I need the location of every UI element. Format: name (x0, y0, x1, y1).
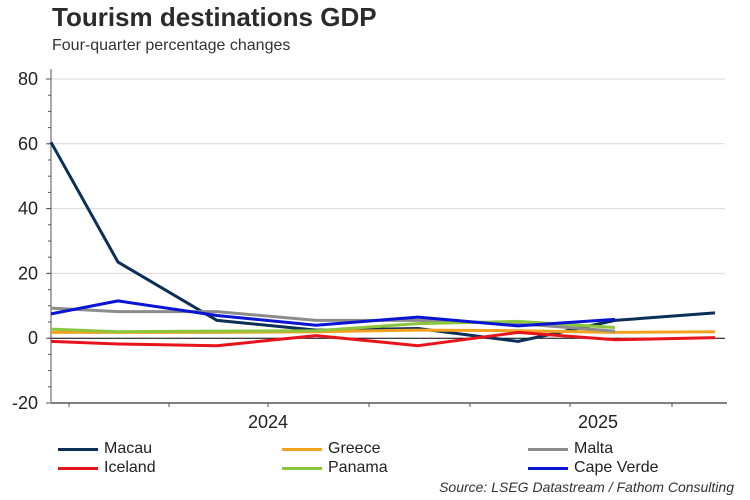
legend-label: Panama (328, 459, 388, 476)
legend-swatch (58, 466, 98, 470)
legend-item: Macau (58, 440, 152, 458)
y-tick-label: 40 (18, 199, 38, 219)
series-line-malta (50, 306, 616, 333)
legend-item: Panama (282, 459, 388, 477)
chart-subtitle: Four-quarter percentage changes (52, 37, 291, 54)
legend-item: Cape Verde (528, 459, 659, 477)
legend-label: Cape Verde (574, 459, 659, 476)
y-tick-label: 0 (28, 328, 38, 348)
series-line-macau (49, 141, 716, 343)
legend-label: Greece (328, 440, 381, 457)
y-tick-label: 80 (18, 69, 38, 89)
legend-label: Macau (104, 440, 153, 457)
series-line-cape-verde (50, 299, 616, 328)
legend-label: Iceland (104, 459, 156, 476)
x-tick-label: 2025 (578, 412, 618, 432)
y-tick-label: 60 (18, 134, 38, 154)
legend-swatch (282, 466, 322, 470)
y-tick-label: 20 (18, 263, 38, 283)
legend-swatch (528, 447, 568, 451)
legend-label: Malta (574, 440, 614, 457)
legend-item: Greece (282, 440, 380, 458)
legend-item: Malta (528, 440, 613, 458)
chart-title: Tourism destinations GDP (52, 2, 377, 32)
y-tick-label: -20 (12, 393, 38, 413)
source-note: Source: LSEG Datastream / Fathom Consult… (439, 479, 734, 495)
x-tick-label: 2024 (248, 412, 288, 432)
legend: Macau Greece Malta Iceland Panama Cape Verde (0, 438, 750, 478)
series-line-iceland (50, 330, 716, 348)
legend-swatch (58, 447, 98, 451)
legend-swatch (528, 466, 568, 470)
series-line-panama (50, 319, 616, 334)
line-chart: 80 60 40 20 0 -20 2024 2025 (12, 69, 727, 432)
legend-swatch (282, 447, 322, 451)
legend-item: Iceland (58, 459, 156, 477)
